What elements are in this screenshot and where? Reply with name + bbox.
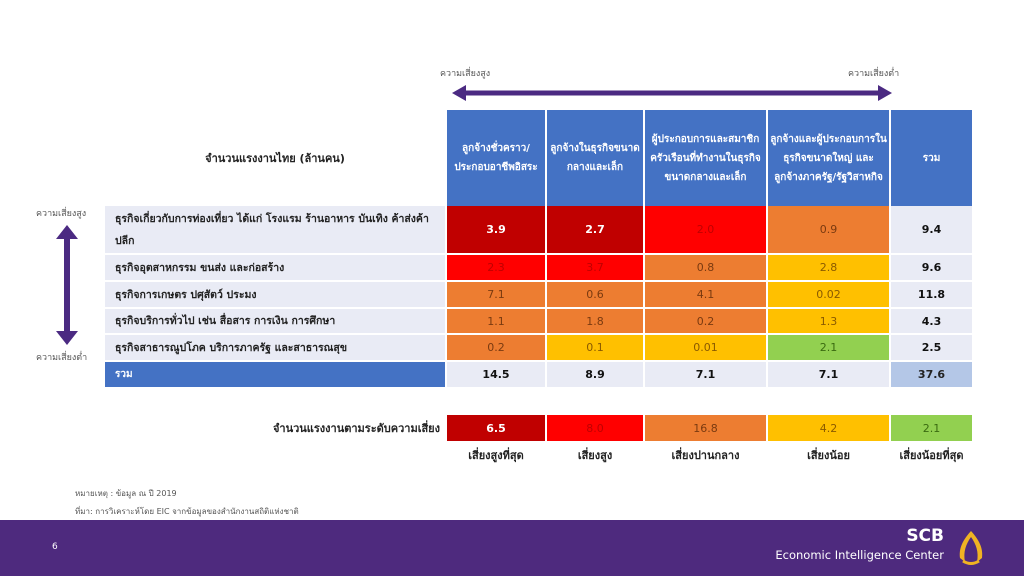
table-cell: 0.2 [645,309,766,333]
horizontal-risk-arrow-icon [452,85,892,101]
table-cell: 0.8 [645,255,766,280]
column-header: ผู้ประกอบการและสมาชิกครัวเรือนที่ทำงานใน… [645,110,766,206]
risk-level-value: 8.0 [547,415,643,441]
row-label: ธุรกิจเกี่ยวกับการท่องเที่ยว ได้แก่ โรงแ… [105,206,445,253]
table-cell: 1.8 [547,309,643,333]
table-cell: 0.1 [547,335,643,360]
column-header: ลูกจ้างในธุรกิจขนาดกลางและเล็ก [547,110,643,206]
risk-low-label: ความเสี่ยงต่ำ [848,69,900,79]
risk-level-value: 16.8 [645,415,766,441]
table-cell: 9.6 [891,255,972,280]
risk-level-name: เสี่ยงสูง [577,449,613,462]
table-cell: 2.7 [547,206,643,253]
risk-level-value: 4.2 [768,415,889,441]
table-cell: 2.5 [891,335,972,360]
total-row-label: รวม [105,362,445,387]
table-cell: 0.6 [547,282,643,307]
total-cell: 14.5 [447,362,545,387]
row-label: ธุรกิจอุตสาหกรรม ขนส่ง และก่อสร้าง [105,255,445,280]
column-header: ลูกจ้างชั่วคราว/ประกอบอาชีพอิสระ [447,110,545,206]
total-cell: 7.1 [645,362,766,387]
table-cell: 4.3 [891,309,972,333]
vertical-risk-high-label: ความเสี่ยงสูง [36,209,87,219]
table-cell: 11.8 [891,282,972,307]
row-label: ธุรกิจการเกษตร ปศุสัตว์ ประมง [105,282,445,307]
table-cell: 0.2 [447,335,545,360]
total-cell: 8.9 [547,362,643,387]
table-cell: 7.1 [447,282,545,307]
risk-high-label: ความเสี่ยงสูง [440,69,491,79]
column-header: ลูกจ้างและผู้ประกอบการในธุรกิจขนาดใหญ่ แ… [768,110,889,206]
row-label: ธุรกิจสาธารณูปโภค บริการภาครัฐ และสาธารณ… [105,335,445,360]
row-label: ธุรกิจบริการทั่วไป เช่น สื่อสาร การเงิน … [105,309,445,333]
table-cell: 4.1 [645,282,766,307]
table-cell: 3.7 [547,255,643,280]
risk-level-name: เสี่ยงปานกลาง [671,449,740,462]
table-cell: 1.1 [447,309,545,333]
source-text: ที่มา: การวิเคราะห์โดย EIC จากข้อมูลของส… [75,507,299,516]
footer-bar: 6 SCB Economic Intelligence Center [0,520,1024,576]
table-cell: 9.4 [891,206,972,253]
page-number: 6 [52,542,58,552]
risk-level-value: 6.5 [447,415,545,441]
brand-logo-text: SCB [906,526,944,546]
risk-level-name: เสี่ยงน้อยที่สุด [899,449,964,462]
table-cell: 2.0 [645,206,766,253]
table-cell: 2.1 [768,335,889,360]
column-header: รวม [891,110,972,206]
total-cell: 7.1 [768,362,889,387]
risk-level-value: 2.1 [891,415,972,441]
risk-level-label: จำนวนแรงงานตามระดับความเสี่ยง [272,422,440,435]
risk-level-name: เสี่ยงสูงที่สุด [468,449,524,462]
table-cell: 3.9 [447,206,545,253]
scb-logo-icon [959,531,983,565]
risk-level-name: เสี่ยงน้อย [807,449,850,462]
brand-subtitle: Economic Intelligence Center [775,548,944,562]
table-cell: 0.01 [645,335,766,360]
total-cell: 37.6 [891,362,972,387]
table-title: จำนวนแรงงานไทย (ล้านคน) [205,152,345,165]
table-cell: 0.9 [768,206,889,253]
table-cell: 2.3 [447,255,545,280]
table-cell: 1.3 [768,309,889,333]
vertical-risk-arrow-icon [56,225,78,345]
table-cell: 0.02 [768,282,889,307]
note-text: หมายเหตุ : ข้อมูล ณ ปี 2019 [75,489,177,498]
vertical-risk-low-label: ความเสี่ยงต่ำ [36,353,88,363]
table-cell: 2.8 [768,255,889,280]
